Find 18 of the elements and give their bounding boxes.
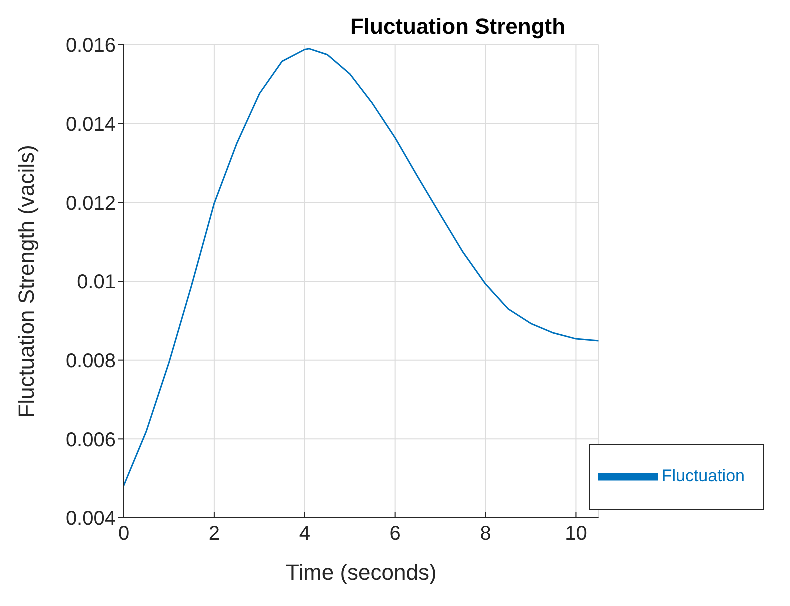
y-tick-label: 0.014 — [66, 114, 116, 136]
line-series — [124, 48, 599, 486]
x-tick-label: 0 — [118, 523, 130, 546]
y-tick-label: 0.004 — [66, 508, 116, 530]
x-tick-label: 2 — [208, 523, 220, 546]
x-tick-label: 10 — [565, 523, 588, 546]
x-tick-label: 8 — [480, 523, 492, 546]
y-tick-label: 0.01 — [77, 272, 116, 294]
x-axis-title: Time (seconds) — [286, 560, 437, 585]
y-tick-label: 0.006 — [66, 429, 116, 452]
y-tick-label: 0.016 — [66, 35, 116, 58]
y-axis-title: Fluctuation Strength (vacils) — [14, 145, 39, 418]
chart-title: Fluctuation Strength — [349, 14, 567, 40]
y-tick-label: 0.008 — [66, 350, 116, 372]
legend-label: Fluctuation — [662, 466, 745, 486]
y-tick-label: 0.012 — [66, 192, 116, 215]
x-tick-label: 6 — [390, 523, 401, 546]
x-tick-label: 4 — [299, 523, 310, 546]
